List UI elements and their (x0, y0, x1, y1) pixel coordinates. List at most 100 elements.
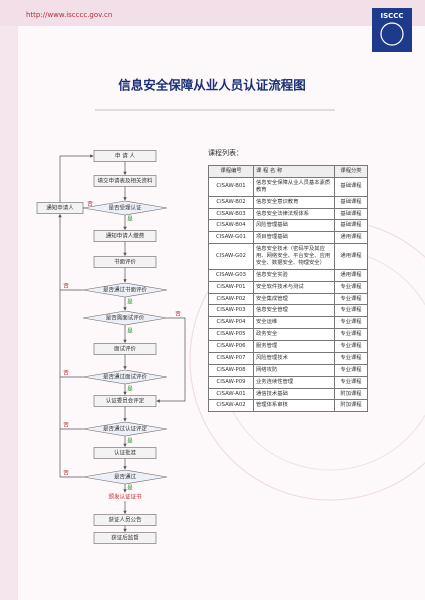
header-cell: 课程编号 (208, 165, 254, 178)
edge-label: 否 (175, 311, 181, 318)
cell: 专业课程 (334, 292, 368, 306)
cell: CISAW-P04 (208, 316, 254, 330)
flow-label: 认证批准 (114, 449, 137, 457)
edge-label: 否 (63, 422, 69, 429)
edge-label: 是 (127, 299, 133, 306)
cell: 信息安全实验 (253, 268, 335, 282)
cell: 网络攻防 (253, 363, 335, 377)
cell: 通用课程 (334, 243, 368, 270)
connector (156, 317, 186, 403)
flow-box (36, 202, 84, 214)
cell: 风险管理基础 (253, 219, 335, 233)
flow-label: 是否通过认证评定 (103, 425, 148, 433)
cell: 信息安全技术（密码学及其应用、网络安全、平台安全、应用安全、数据安全、物理安全） (253, 243, 335, 270)
flow-box (93, 532, 157, 544)
row: CISAW-B02 信息安全意识教育 基础课程 (208, 195, 368, 209)
flow-label: 是否需面试评价 (106, 314, 145, 322)
cell: 基础课程 (334, 219, 368, 233)
cell: 专业课程 (334, 363, 368, 377)
cell: CISAW-P05 (208, 328, 254, 341)
edge-label: 否 (63, 470, 69, 477)
cell: CISAW-G03 (208, 268, 254, 282)
cell: CISAW-P07 (208, 351, 254, 365)
cell: 附加课程 (334, 399, 368, 413)
flow-box (93, 230, 157, 242)
row: CISAW-P08 网络攻防 专业课程 (208, 363, 368, 377)
cell: 专业课程 (334, 280, 368, 294)
cell: 信息安全管理 (253, 304, 335, 318)
cell: 专业课程 (334, 316, 368, 330)
edge-label: 是 (127, 485, 133, 492)
cell: 信息安全保障从业人员基本素质教育 (253, 176, 335, 197)
row: CISAW-P06 服务管理 专业课程 (208, 340, 368, 353)
cell: 安全软件技术与测试 (253, 280, 335, 294)
cell: 基础课程 (334, 207, 368, 221)
row: CISAW-P02 安全集成管理 专业课程 (208, 292, 368, 306)
cell: 信息安全法律法规体系 (253, 207, 335, 221)
row: CISAW-P03 信息安全管理 专业课程 (208, 304, 368, 318)
cell: 基础课程 (334, 195, 368, 209)
header-bar (0, 0, 425, 26)
cell: 业务连续性管理 (253, 375, 335, 389)
flow-label: 面试评价 (114, 345, 137, 353)
flow-box (93, 256, 157, 268)
row: CISAW-P04 安全运维 专业课程 (208, 316, 368, 330)
flow-label: 通知申请人 (46, 204, 74, 212)
side-band (0, 0, 18, 600)
flow-decision (82, 200, 168, 216)
table-caption: 课程列表： (208, 149, 243, 157)
header-cell: 课 程 名 称 (253, 165, 335, 178)
row: CISAW-P01 安全软件技术与测试 专业课程 (208, 280, 368, 294)
row: CISAW-A01 通信技术基础 附加课程 (208, 387, 368, 401)
cell: CISAW-P01 (208, 280, 254, 294)
flow-label: 认证委员会评定 (106, 397, 145, 405)
edge-label: 是 (127, 386, 133, 393)
flow-decision (82, 469, 168, 485)
flow-decision (82, 310, 168, 326)
row: CISAW-G03 信息安全实验 通用课程 (208, 268, 368, 282)
row: CISAW-B04 风险管理基础 基础课程 (208, 219, 368, 233)
cell: 管理体系审核 (253, 399, 335, 413)
flow-box (93, 343, 157, 355)
cell: 风险管理技术 (253, 351, 335, 365)
flow-label: 书面评价 (114, 258, 137, 266)
edge-label: 否 (63, 370, 69, 377)
cell: CISAW-B04 (208, 219, 254, 233)
flow-label: 是否通过书面评价 (103, 286, 148, 294)
flow-label: 通知申请人缴费 (106, 232, 145, 240)
cell: 专业课程 (334, 328, 368, 341)
cell: 信息安全意识教育 (253, 195, 335, 209)
connector (59, 154, 94, 203)
cell: 专业课程 (334, 304, 368, 318)
row: CISAW-B01 信息安全保障从业人员基本素质教育 基础课程 (208, 176, 368, 197)
flowchart: 申 请 人填交申请表及相关资料是否受理认证通知申请人缴费书面评价是否通过书面评价… (36, 150, 186, 544)
cell: 项目管理基础 (253, 231, 335, 245)
flow-box (93, 447, 157, 459)
flow-box (93, 150, 157, 162)
flow-label: 申 请 人 (115, 152, 135, 160)
row: CISAW-G02 信息安全技术（密码学及其应用、网络安全、平台安全、应用安全、数… (208, 243, 368, 270)
flow-label: 是否通过 (114, 473, 137, 481)
flow-decision (82, 421, 168, 437)
cell: 通用课程 (334, 268, 368, 282)
cell: CISAW-B01 (208, 176, 254, 197)
cell: CISAW-P02 (208, 292, 254, 306)
cell: 通用课程 (334, 231, 368, 245)
url: http://www.iscccc.gov.cn (26, 11, 112, 19)
cell: CISAW-G02 (208, 243, 254, 270)
cell: CISAW-P06 (208, 340, 254, 353)
cell: CISAW-A01 (208, 387, 254, 401)
cell: CISAW-P03 (208, 304, 254, 318)
cell: 安全运维 (253, 316, 335, 330)
flow-box (93, 175, 157, 187)
edge-label: 是 (127, 328, 133, 335)
edge-label: 否 (63, 283, 69, 290)
header-cell: 课程分类 (334, 165, 368, 178)
cell: CISAW-B03 (208, 207, 254, 221)
cell: 专业课程 (334, 351, 368, 365)
course-table: 课程编号课 程 名 称课程分类 CISAW-B01 信息安全保障从业人员基本素质教育… (208, 165, 368, 413)
cell: 安全集成管理 (253, 292, 335, 306)
cell: 附加课程 (334, 387, 368, 401)
cell: 专业课程 (334, 375, 368, 389)
